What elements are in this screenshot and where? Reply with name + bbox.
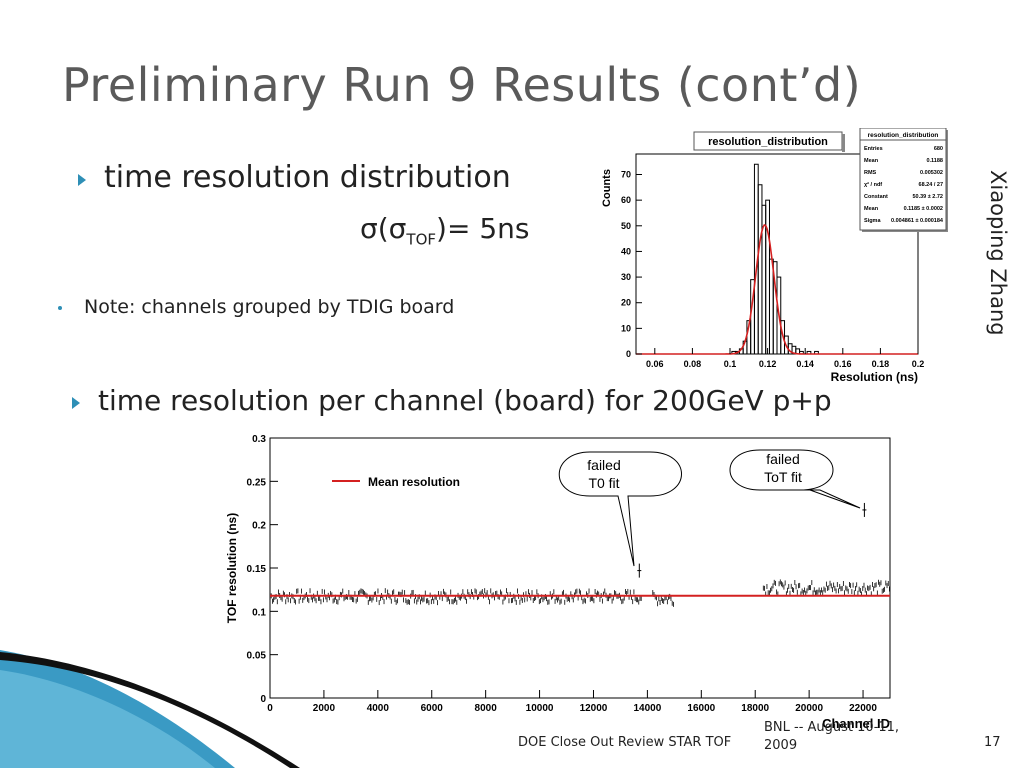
scatter-x-tick-label: 10000 bbox=[526, 703, 554, 714]
stats-box-label: χ² / ndf bbox=[864, 181, 882, 188]
sigma-prefix: σ(σ bbox=[360, 212, 407, 245]
histogram-ylabel: Counts bbox=[601, 169, 613, 207]
callout-failed-t0-fit: failed T0 fit bbox=[558, 451, 682, 567]
stats-box-value: 68.24 / 27 bbox=[919, 182, 943, 188]
stats-box-value: 0.1188 bbox=[926, 158, 943, 164]
bullet-time-resolution-per-channel: time resolution per channel (board) for … bbox=[98, 384, 832, 417]
stats-box-value: 0.005302 bbox=[920, 170, 943, 176]
stats-box-label: RMS bbox=[864, 170, 877, 176]
histogram-x-tick-label: 0.06 bbox=[646, 359, 664, 369]
bullet-time-resolution-distribution: time resolution distribution bbox=[104, 160, 511, 195]
scatter-x-tick-label: 8000 bbox=[475, 703, 498, 714]
histogram-gaussian-fit-line bbox=[636, 223, 918, 355]
histogram-stats-box: resolution_distribution Entries 680 Mean 0.1… bbox=[859, 128, 948, 232]
scatter-x-tick-label: 4000 bbox=[367, 703, 390, 714]
sigma-tof-value: σ(σTOF)= 5ns bbox=[360, 212, 529, 249]
bullet-arrow-icon bbox=[78, 174, 86, 186]
histogram-y-tick-label: 30 bbox=[621, 272, 631, 282]
histogram-title: resolution_distribution bbox=[708, 136, 828, 148]
histogram-y-tick-label: 20 bbox=[621, 298, 631, 308]
stats-box-value: 680 bbox=[934, 146, 943, 152]
scatter-x-tick-label: 6000 bbox=[421, 703, 444, 714]
side-author: Xiaoping Zhang bbox=[980, 170, 1014, 370]
scatter-x-tick-label: 16000 bbox=[687, 703, 715, 714]
stats-box-label: Mean bbox=[864, 158, 879, 164]
scatter-y-tick-label: 0.15 bbox=[247, 564, 267, 575]
scatter-y-tick-label: 0.25 bbox=[247, 477, 267, 488]
histogram-x-tick-label: 0.16 bbox=[834, 359, 852, 369]
scatter-x-tick-label: 14000 bbox=[633, 703, 661, 714]
side-author-text: Xiaoping Zhang bbox=[986, 170, 1010, 336]
histogram-y-tick-label: 50 bbox=[621, 221, 631, 231]
histogram-y-tick-label: 70 bbox=[621, 170, 631, 180]
sigma-subscript: TOF bbox=[406, 230, 437, 249]
stats-box-label: Constant bbox=[864, 194, 888, 200]
histogram-y-tick-label: 10 bbox=[621, 323, 631, 333]
scatter-ylabel: TOF resolution (ns) bbox=[225, 513, 239, 623]
footer-center: DOE Close Out Review STAR TOF bbox=[518, 735, 732, 750]
histogram-bar bbox=[776, 276, 782, 355]
histogram-xlabel: Resolution (ns) bbox=[831, 370, 918, 384]
scatter-x-tick-label: 20000 bbox=[795, 703, 823, 714]
note-text: Note: channels grouped by TDIG board bbox=[84, 296, 455, 318]
resolution-histogram-chart: 0.06 0.08 0.1 0.12 0.14 0.16 0.18 0.2 0 10 20 30 40 5… bbox=[601, 128, 948, 384]
decorative-swoosh bbox=[0, 650, 300, 768]
stats-box-label: Sigma bbox=[864, 218, 881, 224]
scatter-y-tick-label: 0.1 bbox=[252, 607, 266, 618]
scatter-y-tick-label: 0.05 bbox=[247, 651, 267, 662]
histogram-y-tick-label: 40 bbox=[621, 246, 631, 256]
page-number: 17 bbox=[984, 735, 1001, 750]
histogram-y-tick-label: 0 bbox=[626, 349, 631, 359]
scatter-x-tick-label: 2000 bbox=[313, 703, 336, 714]
callout-t0-line2: T0 fit bbox=[588, 475, 619, 491]
stats-box-value: 0.1185 ± 0.0002 bbox=[904, 206, 943, 212]
slide-title: Preliminary Run 9 Results (cont’d) bbox=[62, 58, 862, 112]
histogram-x-tick-label: 0.18 bbox=[872, 359, 890, 369]
scatter-y-tick-label: 0 bbox=[260, 694, 266, 705]
stats-box-title: resolution_distribution bbox=[868, 132, 939, 139]
scatter-x-tick-label: 18000 bbox=[741, 703, 769, 714]
histogram-x-tick-label: 0.14 bbox=[796, 359, 814, 369]
callout-tot-line2: ToT fit bbox=[764, 469, 802, 485]
scatter-xlabel: Channel ID bbox=[822, 716, 890, 730]
stats-box-label: Entries bbox=[864, 146, 883, 152]
scatter-y-tick-label: 0.3 bbox=[252, 434, 266, 445]
callout-t0-line1: failed bbox=[587, 457, 620, 473]
bullet-arrow-icon bbox=[72, 397, 80, 409]
scatter-legend: Mean resolution bbox=[332, 475, 460, 489]
stats-box-label: Mean bbox=[864, 206, 879, 212]
scatter-x-tick-label: 22000 bbox=[849, 703, 877, 714]
note-bullet-icon bbox=[58, 306, 62, 310]
tof-resolution-per-channel-chart: 0 2000 4000 6000 8000 10000 12000 14000 16000 180… bbox=[225, 434, 891, 730]
legend-label: Mean resolution bbox=[368, 475, 460, 489]
stats-box-value: 50.39 ± 2.72 bbox=[912, 194, 943, 200]
histogram-x-tick-label: 0.2 bbox=[912, 359, 925, 369]
scatter-x-tick-label: 0 bbox=[267, 703, 273, 714]
callout-tot-line1: failed bbox=[766, 451, 799, 467]
callout-failed-tot-fit: failed ToT fit bbox=[729, 449, 861, 509]
histogram-y-tick-label: 60 bbox=[621, 195, 631, 205]
histogram-title-box: resolution_distribution bbox=[693, 131, 845, 152]
stats-box-value: 0.004861 ± 0.000184 bbox=[891, 218, 944, 224]
histogram-x-tick-label: 0.1 bbox=[724, 359, 737, 369]
histogram-x-tick-label: 0.12 bbox=[759, 359, 777, 369]
sigma-suffix: )= 5ns bbox=[436, 212, 530, 245]
histogram-x-tick-label: 0.08 bbox=[684, 359, 702, 369]
scatter-x-tick-label: 12000 bbox=[580, 703, 608, 714]
scatter-y-tick-label: 0.2 bbox=[252, 521, 266, 532]
footer-right: BNL -- August 10-11, 2009 bbox=[764, 720, 900, 753]
